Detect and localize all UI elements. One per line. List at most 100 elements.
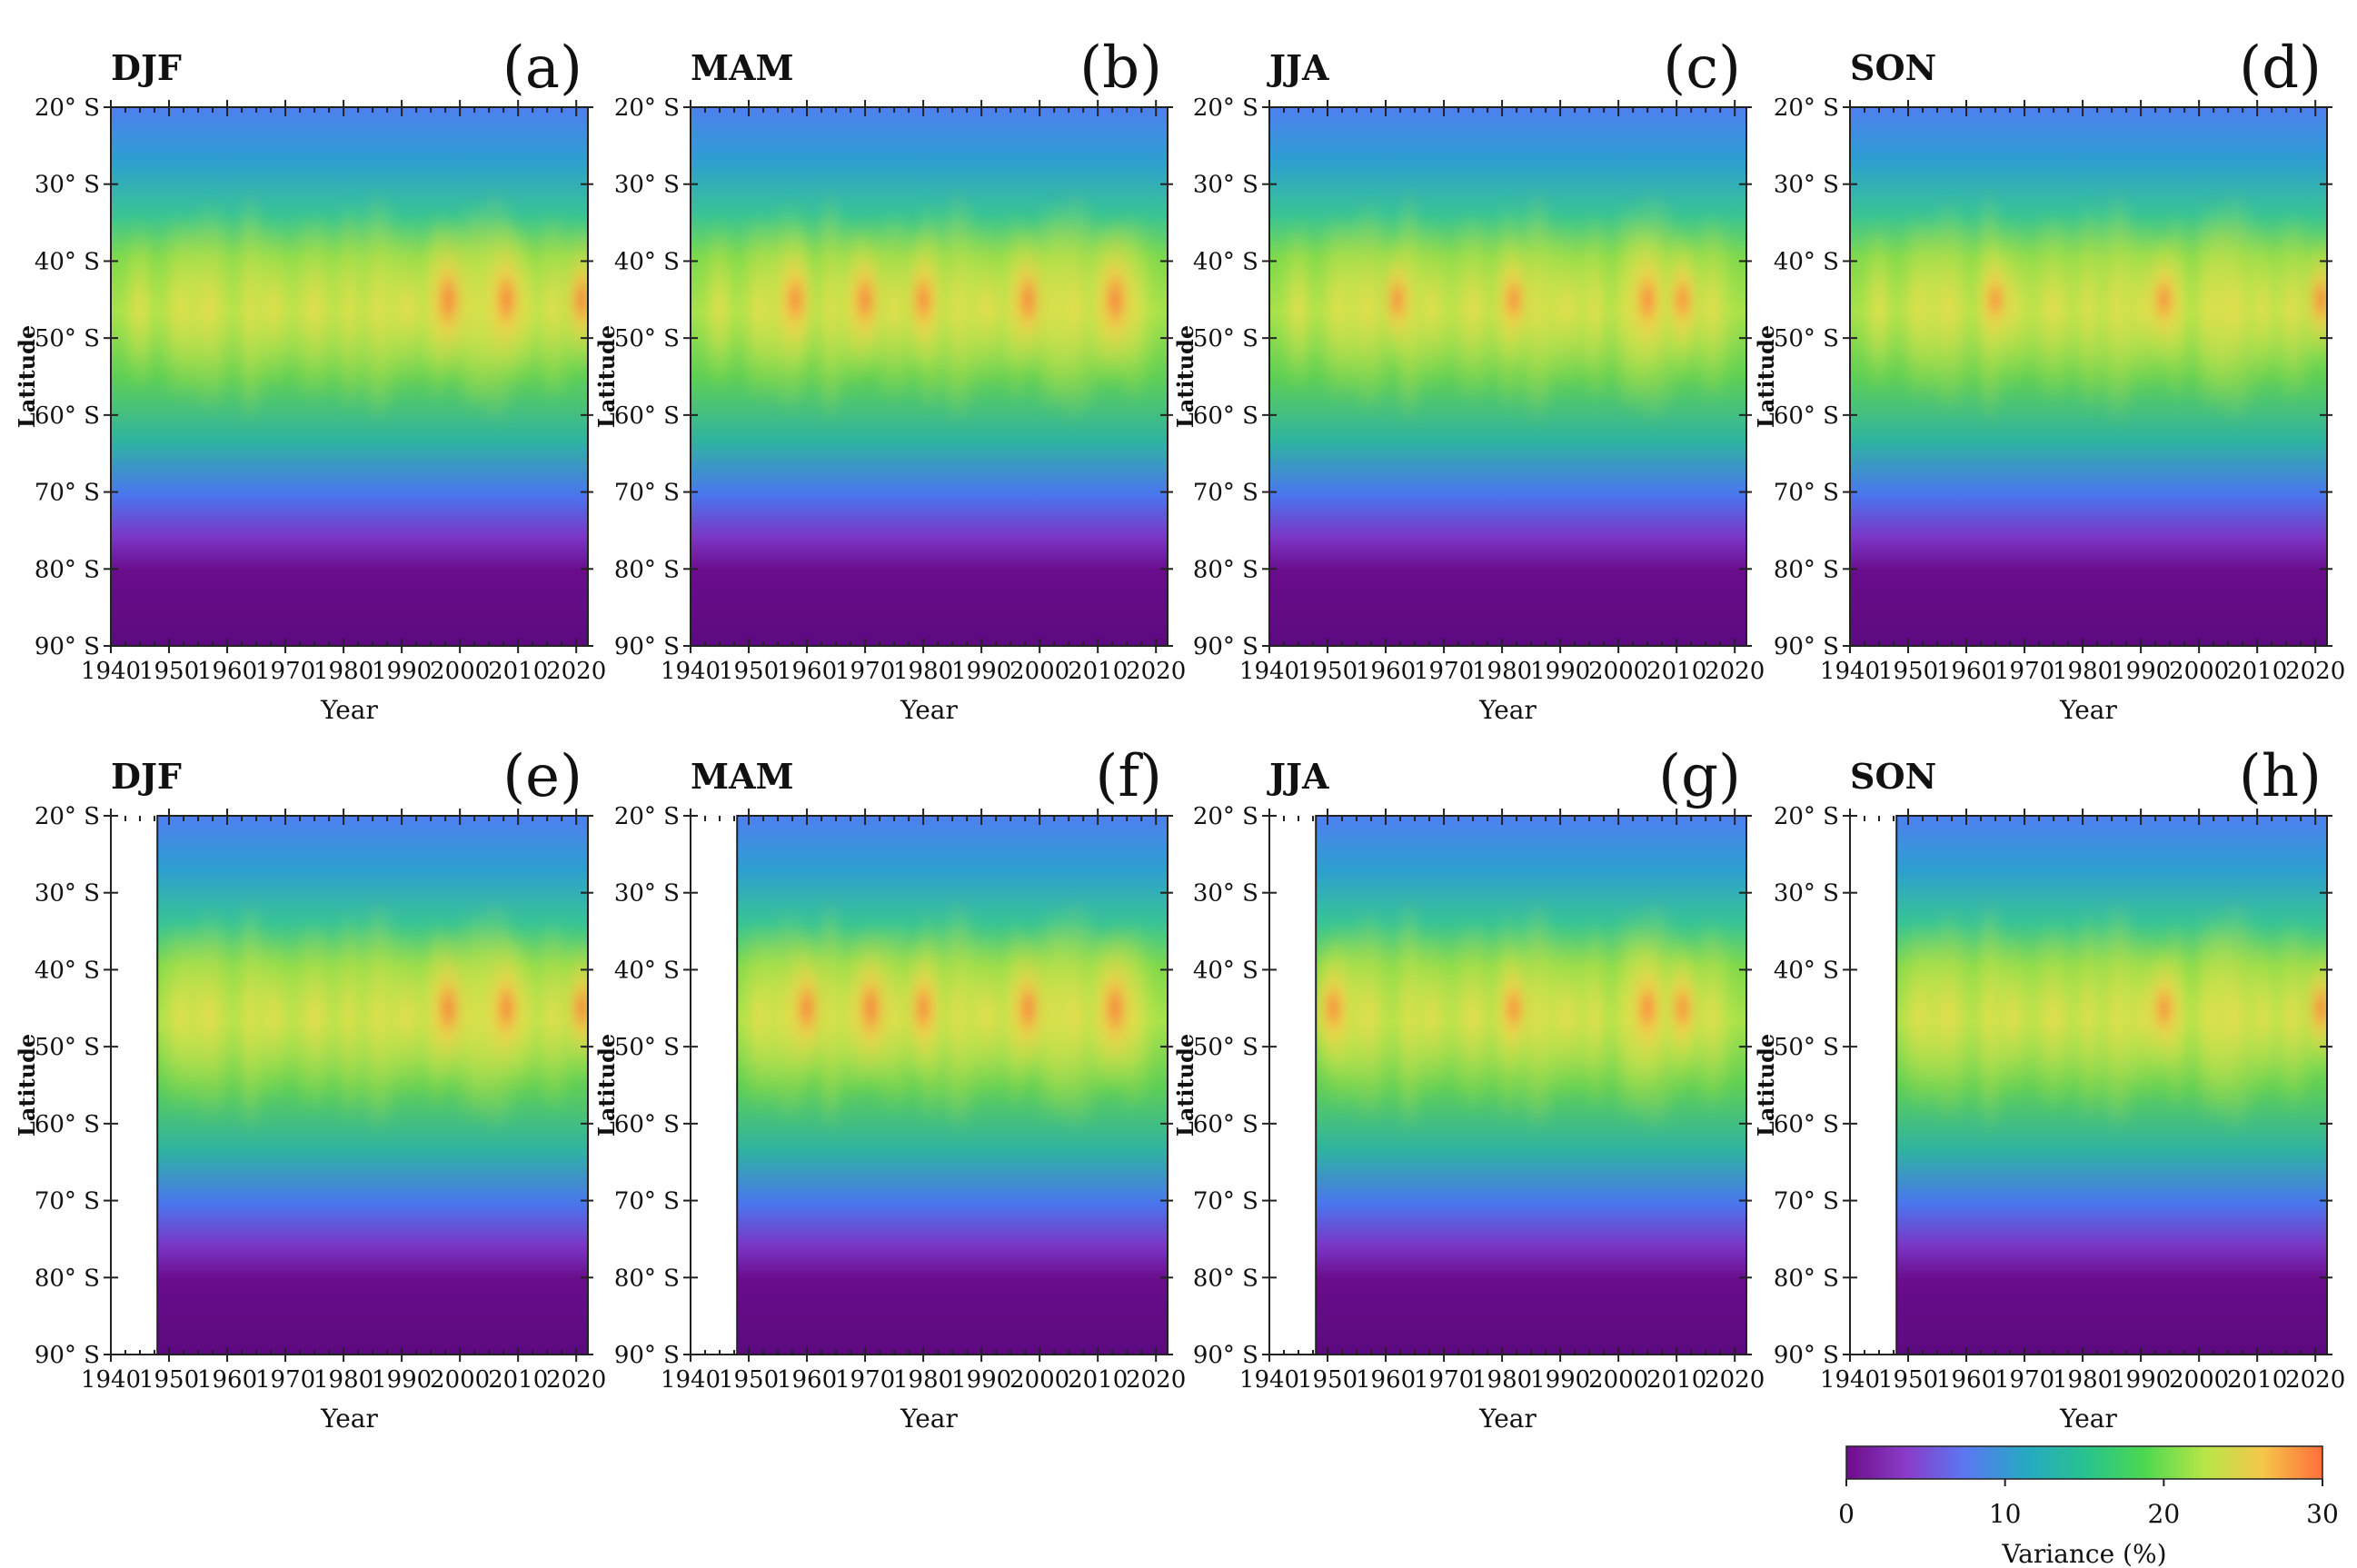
y-tick-label: 80° S — [35, 1265, 100, 1292]
y-tick-label: 90° S — [1774, 1342, 1839, 1369]
y-tick-label: 60° S — [1193, 402, 1258, 430]
variance-hotspot — [1974, 237, 2017, 362]
x-tick-label: 1940 — [661, 1366, 721, 1394]
heatmap-field — [1316, 816, 1746, 1355]
x-tick-label: 1950 — [139, 1366, 199, 1394]
variance-streak — [174, 908, 244, 1125]
x-tick-label: 2000 — [1009, 1366, 1069, 1394]
y-tick-label: 20° S — [1193, 803, 1258, 830]
x-tick-label: 2020 — [2285, 1366, 2345, 1394]
panel-label: (c) — [1663, 35, 1741, 102]
y-axis-label: Latitude — [593, 325, 620, 428]
y-tick-label: 30° S — [1774, 880, 1839, 908]
y-tick-label: 90° S — [614, 633, 680, 660]
panel-label: (g) — [1658, 743, 1741, 810]
panel-label: (e) — [502, 743, 582, 810]
y-tick-label: 80° S — [614, 1265, 680, 1292]
x-tick-label: 1960 — [197, 658, 257, 685]
x-tick-label: 2000 — [2169, 1366, 2229, 1394]
y-tick-label: 90° S — [1193, 633, 1258, 660]
y-tick-label: 40° S — [1193, 957, 1258, 984]
heatmap-field — [157, 816, 588, 1355]
variance-hotspot — [2141, 233, 2187, 366]
x-tick-label: 1990 — [2111, 658, 2171, 685]
x-tick-label: 1970 — [1994, 1366, 2054, 1394]
x-tick-label: 1960 — [1936, 1366, 1996, 1394]
heatmap-field — [1896, 816, 2327, 1355]
variance-hotspot — [1316, 938, 1358, 1078]
variance-streak — [1278, 221, 1319, 394]
colorbar-tick-label: 30 — [2306, 1499, 2339, 1529]
x-tick-label: 1990 — [1530, 1366, 1590, 1394]
x-tick-label: 1980 — [2053, 658, 2113, 685]
variance-streak — [1859, 221, 1900, 394]
panel-b: 20° S 30° S 40° S 50° S 60° S 70° S 80° S 90° S… — [593, 35, 1186, 725]
y-tick-label: 30° S — [1774, 172, 1839, 199]
panel-f: 20° S 30° S 40° S 50° S 60° S 70° S 80° S 90° S… — [593, 743, 1186, 1434]
y-tick-label: 90° S — [1193, 1342, 1258, 1369]
x-tick-label: 1940 — [81, 658, 141, 685]
y-tick-label: 50° S — [1193, 325, 1258, 352]
variance-hotspot — [555, 221, 588, 378]
season-title: SON — [1850, 756, 1936, 797]
x-tick-label: 1960 — [1936, 658, 1996, 685]
variance-hotspot — [478, 217, 534, 382]
variance-streak — [120, 221, 161, 394]
variance-hotspot — [2297, 229, 2327, 370]
colorbar-tick-label: 10 — [1989, 1499, 2022, 1529]
y-tick-label: 60° S — [35, 1111, 100, 1138]
x-tick-label: 2010 — [1068, 1366, 1128, 1394]
y-tick-label: 70° S — [1193, 1188, 1258, 1216]
y-tick-label: 70° S — [1193, 480, 1258, 507]
x-tick-label: 1980 — [1472, 658, 1532, 685]
variance-hotspot — [1659, 942, 1706, 1075]
x-tick-label: 1980 — [313, 1366, 373, 1394]
variance-hotspot — [1490, 942, 1537, 1075]
x-tick-label: 1980 — [893, 658, 953, 685]
x-tick-label: 2020 — [1126, 1366, 1186, 1394]
panel-c: 20° S 30° S 40° S 50° S 60° S 70° S 80° S 90° S… — [1172, 35, 1765, 725]
y-tick-label: 40° S — [1774, 248, 1839, 275]
heatmap-field — [737, 816, 1168, 1355]
panel-h: 20° S 30° S 40° S 50° S 60° S 70° S 80° S 90° S… — [1753, 743, 2345, 1434]
x-axis-label: Year — [2059, 695, 2117, 725]
x-tick-label: 1980 — [313, 658, 373, 685]
x-tick-label: 1970 — [1414, 658, 1474, 685]
variance-hotspot — [556, 934, 588, 1083]
season-title: SON — [1850, 47, 1936, 88]
x-tick-label: 1990 — [372, 1366, 432, 1394]
y-tick-label: 40° S — [614, 248, 680, 275]
panel-label: (a) — [502, 35, 582, 102]
y-tick-label: 20° S — [1193, 94, 1258, 122]
variance-hotspot — [898, 934, 949, 1083]
y-tick-label: 70° S — [614, 480, 680, 507]
y-axis-label: Latitude — [14, 325, 40, 428]
variance-hotspot — [770, 225, 821, 374]
y-tick-label: 20° S — [614, 803, 680, 830]
x-tick-label: 1940 — [1239, 1366, 1299, 1394]
y-tick-label: 40° S — [35, 248, 100, 275]
x-tick-label: 2020 — [1705, 658, 1765, 685]
x-tick-label: 2000 — [430, 658, 490, 685]
variance-hotspot — [1374, 233, 1420, 366]
y-tick-label: 40° S — [1774, 957, 1839, 984]
panel-label: (d) — [2239, 35, 2322, 102]
variance-hotspot — [1622, 225, 1673, 374]
x-tick-label: 2000 — [1588, 1366, 1648, 1394]
heatmap-field — [1850, 107, 2327, 646]
variance-streak — [1914, 199, 1984, 416]
x-tick-label: 1940 — [661, 658, 721, 685]
y-tick-label: 70° S — [1774, 1188, 1839, 1216]
colorbar-label: Variance (%) — [2001, 1539, 2166, 1568]
heatmap-field — [111, 107, 588, 646]
y-tick-label: 80° S — [614, 556, 680, 583]
variance-hotspot — [420, 926, 476, 1091]
y-tick-label: 80° S — [1193, 556, 1258, 583]
y-tick-label: 70° S — [35, 480, 100, 507]
y-tick-label: 50° S — [1774, 325, 1839, 352]
variance-hotspot — [780, 929, 834, 1087]
x-tick-label: 1950 — [1298, 658, 1358, 685]
y-tick-label: 50° S — [35, 1034, 100, 1061]
y-tick-label: 90° S — [35, 1342, 100, 1369]
x-tick-label: 1950 — [719, 658, 779, 685]
